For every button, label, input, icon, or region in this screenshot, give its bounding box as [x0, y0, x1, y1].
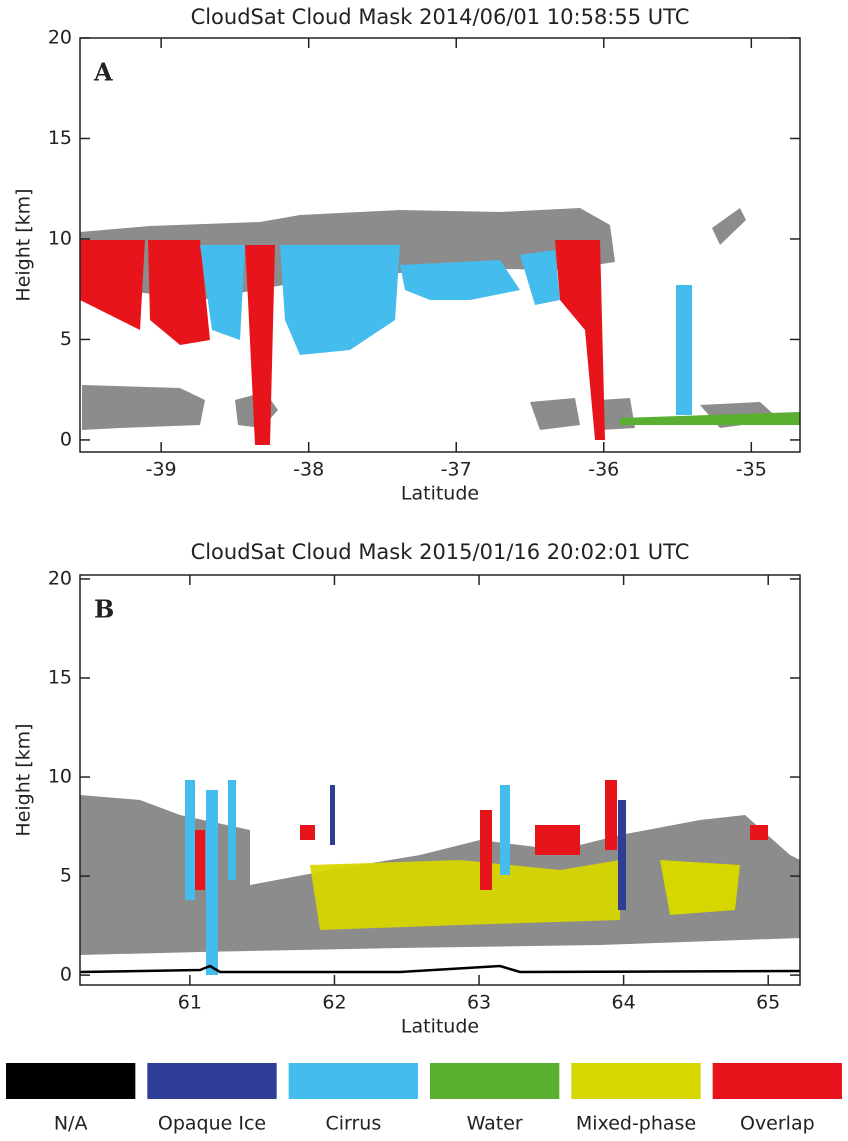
x-tick-label: -39	[146, 459, 177, 481]
y-tick-label: 0	[60, 964, 72, 986]
x-tick-label: 61	[178, 992, 202, 1014]
y-axis-label: Height [km]	[13, 188, 35, 301]
y-tick-label: 10	[48, 766, 72, 788]
plot-frame	[79, 574, 801, 986]
x-tick-label: -35	[736, 459, 767, 481]
x-tick-label: 63	[467, 992, 491, 1014]
x-axis-label: Latitude	[401, 1016, 479, 1038]
chart-title: CloudSat Cloud Mask 2015/01/16 20:02:01 …	[191, 540, 690, 564]
y-tick-label: 5	[60, 328, 72, 350]
x-tick-label: 64	[612, 992, 636, 1014]
legend-label: Cirrus	[325, 1113, 381, 1135]
legend-label: Water	[467, 1113, 523, 1135]
panel-label: A	[93, 58, 113, 87]
legend-swatch	[6, 1063, 136, 1099]
legend-swatch	[147, 1063, 277, 1099]
legend-swatch	[712, 1063, 842, 1099]
x-tick-label: -36	[588, 459, 619, 481]
legend-label: Overlap	[740, 1113, 815, 1135]
legend-swatch	[288, 1063, 418, 1099]
y-tick-label: 0	[60, 428, 72, 450]
y-tick-label: 15	[48, 127, 72, 149]
x-tick-label: -37	[441, 459, 472, 481]
panel-label: B	[94, 595, 114, 624]
x-tick-label: 65	[756, 992, 780, 1014]
y-tick-label: 20	[48, 567, 72, 589]
cloud-field-a	[80, 208, 800, 445]
y-axis-label: Height [km]	[13, 723, 35, 836]
legend-label: N/A	[54, 1113, 88, 1135]
plot-frame	[79, 37, 801, 453]
legend-swatch	[430, 1063, 560, 1099]
x-axis-label: Latitude	[401, 483, 479, 505]
chart-title: CloudSat Cloud Mask 2014/06/01 10:58:55 …	[191, 5, 690, 29]
y-tick-label: 20	[48, 27, 72, 49]
cloud-field-b	[79, 780, 801, 975]
legend-swatch	[571, 1063, 701, 1099]
legend-label: Opaque Ice	[158, 1113, 266, 1135]
y-tick-label: 15	[48, 666, 72, 688]
y-tick-label: 5	[60, 865, 72, 887]
legend-label: Mixed-phase	[576, 1113, 696, 1135]
x-tick-label: -38	[293, 459, 324, 481]
y-tick-label: 10	[48, 227, 72, 249]
x-tick-label: 62	[322, 992, 346, 1014]
